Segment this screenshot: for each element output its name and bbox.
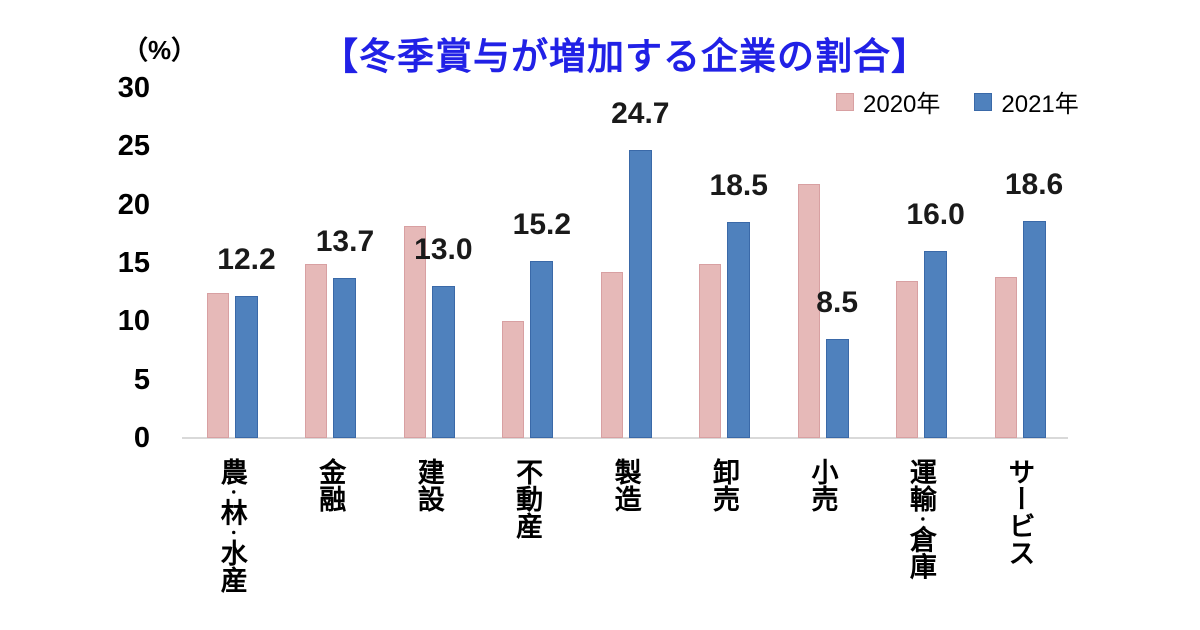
bar-2021-7	[924, 251, 948, 438]
category-label-8: サービス	[1004, 458, 1035, 566]
bar-2020-8	[994, 277, 1017, 438]
legend-swatch-2021	[974, 92, 993, 111]
data-label-6: 8.5	[816, 285, 859, 319]
y-tick-5: 5	[133, 363, 150, 396]
data-label-4: 24.7	[611, 96, 670, 130]
legend-swatch-2020	[836, 92, 854, 111]
bar-2020-5	[699, 264, 722, 438]
x-axis-line	[182, 437, 1068, 439]
y-tick-25: 25	[117, 130, 150, 163]
data-label-8: 18.6	[1004, 168, 1064, 201]
legend-item-2021: 2021年	[974, 84, 1079, 119]
legend-label-2021: 2021年	[1001, 91, 1079, 118]
bar-2020-7	[896, 280, 919, 438]
bar-2021-0	[235, 295, 258, 438]
bar-2020-0	[207, 293, 229, 438]
bar-2020-2	[403, 225, 426, 438]
data-label-1: 13.7	[315, 225, 375, 259]
y-tick-30: 30	[117, 72, 150, 104]
bar-2020-4	[600, 272, 623, 438]
bar-2021-8	[1022, 221, 1046, 438]
category-label-2: 建設	[413, 458, 444, 512]
y-tick-15: 15	[117, 247, 150, 279]
category-label-4: 製造	[610, 458, 641, 512]
category-label-5: 卸売	[709, 458, 740, 512]
category-label-0: 農・林・水産	[216, 458, 247, 593]
data-label-7: 16.0	[906, 198, 965, 232]
bar-2021-5	[727, 222, 751, 438]
data-label-0: 12.2	[217, 242, 276, 276]
y-tick-10: 10	[117, 305, 150, 338]
category-label-1: 金融	[315, 458, 346, 512]
category-label-3: 不動産	[512, 458, 543, 539]
legend-item-2020: 2020年	[836, 84, 940, 119]
bar-2020-1	[305, 264, 328, 438]
y-tick-20: 20	[117, 188, 150, 221]
category-label-7: 運輸・倉庫	[905, 458, 936, 580]
bar-2021-3	[530, 260, 554, 438]
data-label-5: 18.5	[709, 169, 768, 203]
y-axis-unit-label: （%）	[122, 35, 198, 65]
bar-2021-4	[628, 149, 652, 438]
y-tick-0: 0	[133, 422, 150, 454]
bar-2021-2	[431, 286, 455, 438]
legend: 2020年 2021年	[836, 84, 1079, 119]
data-label-2: 13.0	[414, 233, 473, 267]
bar-2020-6	[797, 183, 820, 438]
category-label-6: 小売	[807, 458, 838, 512]
data-label-3: 15.2	[512, 207, 572, 241]
bar-2021-1	[333, 278, 357, 438]
chart-title: 【冬季賞与が増加する企業の割合】	[321, 36, 929, 77]
bar-2021-6	[825, 338, 849, 438]
bar-2020-3	[502, 321, 525, 438]
legend-label-2020: 2020年	[863, 91, 941, 118]
